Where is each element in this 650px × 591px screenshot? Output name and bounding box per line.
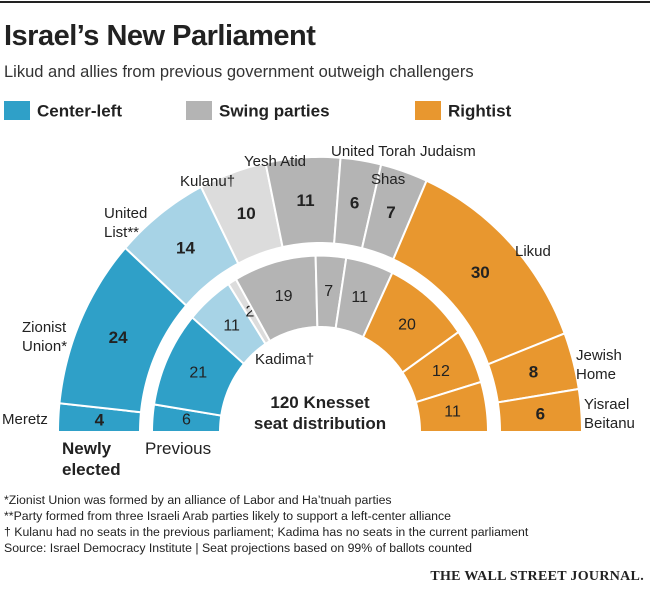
note: Source: Israel Democracy Institute | Sea… bbox=[4, 541, 473, 555]
legend-swatch bbox=[4, 101, 30, 120]
seat-count: 30 bbox=[471, 263, 490, 282]
note: **Party formed from three Israeli Arab p… bbox=[4, 509, 451, 523]
seat-count: 7 bbox=[386, 203, 395, 222]
seat-count: 6 bbox=[350, 193, 359, 212]
chart-subtitle: Likud and allies from previous governmen… bbox=[4, 63, 474, 81]
ring-label: Previous bbox=[145, 439, 212, 458]
party-name: Zionist Union* bbox=[22, 319, 68, 355]
seat-count: 4 bbox=[95, 410, 105, 429]
note: *Zionist Union was formed by an alliance… bbox=[4, 493, 392, 507]
seat-count: 8 bbox=[529, 362, 538, 381]
party-name: Kulanu† bbox=[180, 173, 236, 190]
seat-count: 20 bbox=[398, 317, 416, 334]
party-name: Yesh Atid bbox=[244, 153, 306, 170]
legend-label: Center-left bbox=[37, 102, 122, 121]
party-name: Shas bbox=[371, 171, 406, 188]
notes: *Zionist Union was formed by an alliance… bbox=[4, 492, 528, 556]
party-name: Likud bbox=[515, 243, 551, 260]
seat-count: 6 bbox=[182, 412, 191, 429]
seat-segment bbox=[496, 387, 584, 433]
center-label: 120 Knesset seat distribution bbox=[253, 393, 387, 433]
legend-label: Rightist bbox=[448, 102, 512, 121]
seat-count: 2 bbox=[246, 304, 255, 321]
party-name: Yisrael Beitanu bbox=[584, 396, 635, 432]
seat-count: 10 bbox=[237, 204, 256, 223]
party-name: United Torah Judaism bbox=[331, 143, 476, 160]
chart-title: Israel’s New Parliament bbox=[4, 20, 316, 52]
ring-label: Newly elected bbox=[62, 439, 121, 479]
seat-count: 11 bbox=[223, 318, 240, 335]
seat-count: 7 bbox=[324, 283, 333, 300]
party-name: United List** bbox=[104, 205, 148, 241]
legend-swatch bbox=[186, 101, 212, 120]
seat-count: 11 bbox=[444, 403, 461, 420]
seat-count: 14 bbox=[176, 238, 195, 257]
party-name: Jewish Home bbox=[576, 347, 622, 383]
legend-label: Swing parties bbox=[219, 102, 330, 121]
party-name: Meretz bbox=[2, 411, 48, 428]
seat-count: 24 bbox=[109, 328, 128, 347]
seat-count: 11 bbox=[297, 191, 315, 210]
seat-count: 21 bbox=[189, 365, 207, 382]
seat-count: 12 bbox=[432, 363, 450, 380]
seat-segment bbox=[414, 380, 490, 433]
seat-count: 11 bbox=[351, 289, 368, 306]
note: † Kulanu had no seats in the previous pa… bbox=[4, 525, 529, 539]
seat-count: 19 bbox=[275, 288, 293, 305]
legend-swatch bbox=[415, 101, 441, 120]
credit: THE WALL STREET JOURNAL. bbox=[430, 569, 644, 584]
party-name: Kadima† bbox=[255, 351, 315, 368]
seat-count: 6 bbox=[536, 404, 545, 423]
